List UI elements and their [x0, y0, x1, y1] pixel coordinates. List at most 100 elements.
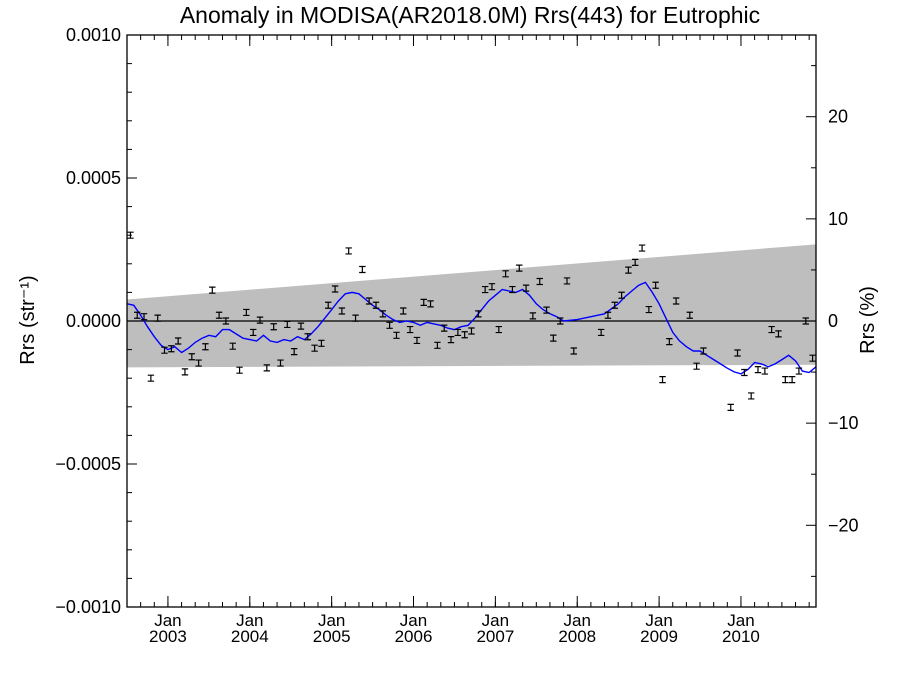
data-point-1 [134, 311, 141, 319]
data-point-43 [420, 298, 427, 307]
uncertainty-envelope [127, 244, 816, 368]
data-point-93 [809, 354, 816, 362]
x-tick-label-year-3: 2006 [395, 627, 433, 646]
data-point-49 [461, 331, 468, 339]
y-tick-label-right-0: 20 [828, 107, 848, 127]
data-point-7 [174, 337, 182, 345]
data-point-36 [372, 301, 380, 309]
data-point-67 [604, 311, 612, 319]
data-point-27 [311, 344, 318, 352]
data-point-6 [168, 345, 175, 353]
data-point-74 [652, 281, 659, 289]
x-tick-label-year-4: 2007 [476, 627, 514, 646]
data-point-5 [161, 346, 168, 354]
data-point-28 [318, 339, 325, 347]
data-point-38 [386, 321, 393, 329]
x-tick-label-year-0: 2003 [149, 627, 187, 646]
data-point-78 [686, 311, 693, 319]
data-point-47 [447, 335, 455, 344]
data-point-75 [659, 376, 666, 384]
data-point-19 [256, 316, 264, 324]
data-point-40 [400, 307, 407, 315]
data-point-33 [352, 314, 359, 322]
data-point-64 [563, 277, 571, 285]
data-point-41 [406, 325, 414, 334]
data-point-50 [468, 327, 475, 335]
data-point-12 [209, 286, 216, 294]
y-tick-label-left-3: −0.0005 [55, 454, 121, 474]
x-tick-label-month-4: Jan [482, 611, 509, 630]
data-point-90 [788, 376, 796, 384]
data-point-56 [509, 285, 516, 294]
data-point-91 [795, 367, 803, 375]
data-point-68 [611, 301, 618, 309]
data-point-84 [747, 392, 755, 400]
data-point-11 [202, 343, 209, 351]
data-point-65 [570, 347, 577, 355]
data-point-76 [666, 337, 673, 346]
data-point-10 [195, 359, 202, 367]
data-point-69 [618, 291, 625, 299]
data-point-89 [782, 376, 789, 384]
data-point-58 [522, 284, 530, 292]
data-point-73 [645, 305, 653, 314]
data-point-46 [441, 324, 448, 332]
data-point-23 [284, 320, 291, 329]
data-point-16 [236, 366, 243, 374]
data-point-57 [516, 264, 523, 272]
data-point-3 [147, 374, 155, 382]
y-axis-label-right: Rrs (%) [857, 286, 879, 354]
data-point-25 [297, 322, 305, 330]
data-point-14 [222, 317, 230, 325]
x-tick-label-month-7: Jan [727, 611, 754, 630]
y-axis-label-left: Rrs (str⁻¹) [17, 275, 39, 364]
data-point-37 [379, 310, 387, 318]
data-point-17 [243, 308, 250, 317]
x-tick-label-month-5: Jan [564, 611, 591, 630]
data-point-2 [140, 313, 148, 321]
data-point-21 [270, 323, 277, 331]
data-point-4 [154, 314, 161, 322]
data-point-82 [734, 349, 741, 357]
data-point-35 [365, 297, 373, 305]
data-point-61 [543, 306, 550, 314]
data-point-54 [495, 325, 503, 334]
data-point-52 [481, 285, 489, 294]
data-point-20 [263, 364, 271, 372]
y-tick-label-left-0: 0.0010 [66, 25, 121, 45]
data-point-59 [529, 312, 537, 320]
x-tick-label-month-0: Jan [154, 611, 181, 630]
data-point-9 [188, 353, 196, 361]
y-tick-label-left-1: 0.0005 [66, 168, 121, 188]
data-point-55 [502, 270, 509, 278]
x-tick-label-year-5: 2008 [558, 627, 596, 646]
data-point-79 [693, 362, 700, 370]
data-point-71 [631, 258, 639, 266]
y-tick-label-left-2: 0.0000 [66, 311, 121, 331]
data-point-30 [331, 285, 339, 293]
y-tick-label-right-1: 10 [828, 209, 848, 229]
y-tick-label-right-4: −20 [828, 515, 859, 535]
y-tick-label-right-3: −10 [828, 413, 859, 433]
data-point-15 [229, 342, 236, 350]
x-tick-label-month-1: Jan [236, 611, 263, 630]
data-point-22 [277, 359, 284, 367]
data-point-13 [215, 311, 223, 319]
data-point-92 [802, 317, 809, 325]
data-point-83 [741, 368, 748, 377]
data-point-39 [393, 331, 400, 339]
data-point-32 [345, 247, 352, 255]
data-point-81 [727, 403, 734, 411]
data-point-29 [325, 301, 332, 309]
data-point-42 [413, 336, 421, 345]
data-point-62 [550, 334, 557, 342]
x-tick-label-year-6: 2009 [640, 627, 678, 646]
chart-title: Anomaly in MODISA(AR2018.0M) Rrs(443) fo… [180, 2, 760, 28]
plot-area: 0.00100.00050.0000−0.0005−0.001020100−10… [55, 25, 858, 646]
data-point-63 [557, 317, 564, 325]
data-point-51 [475, 310, 482, 318]
data-point-86 [761, 367, 769, 375]
y-tick-label-right-2: 0 [828, 311, 838, 331]
x-tick-label-month-6: Jan [645, 611, 672, 630]
